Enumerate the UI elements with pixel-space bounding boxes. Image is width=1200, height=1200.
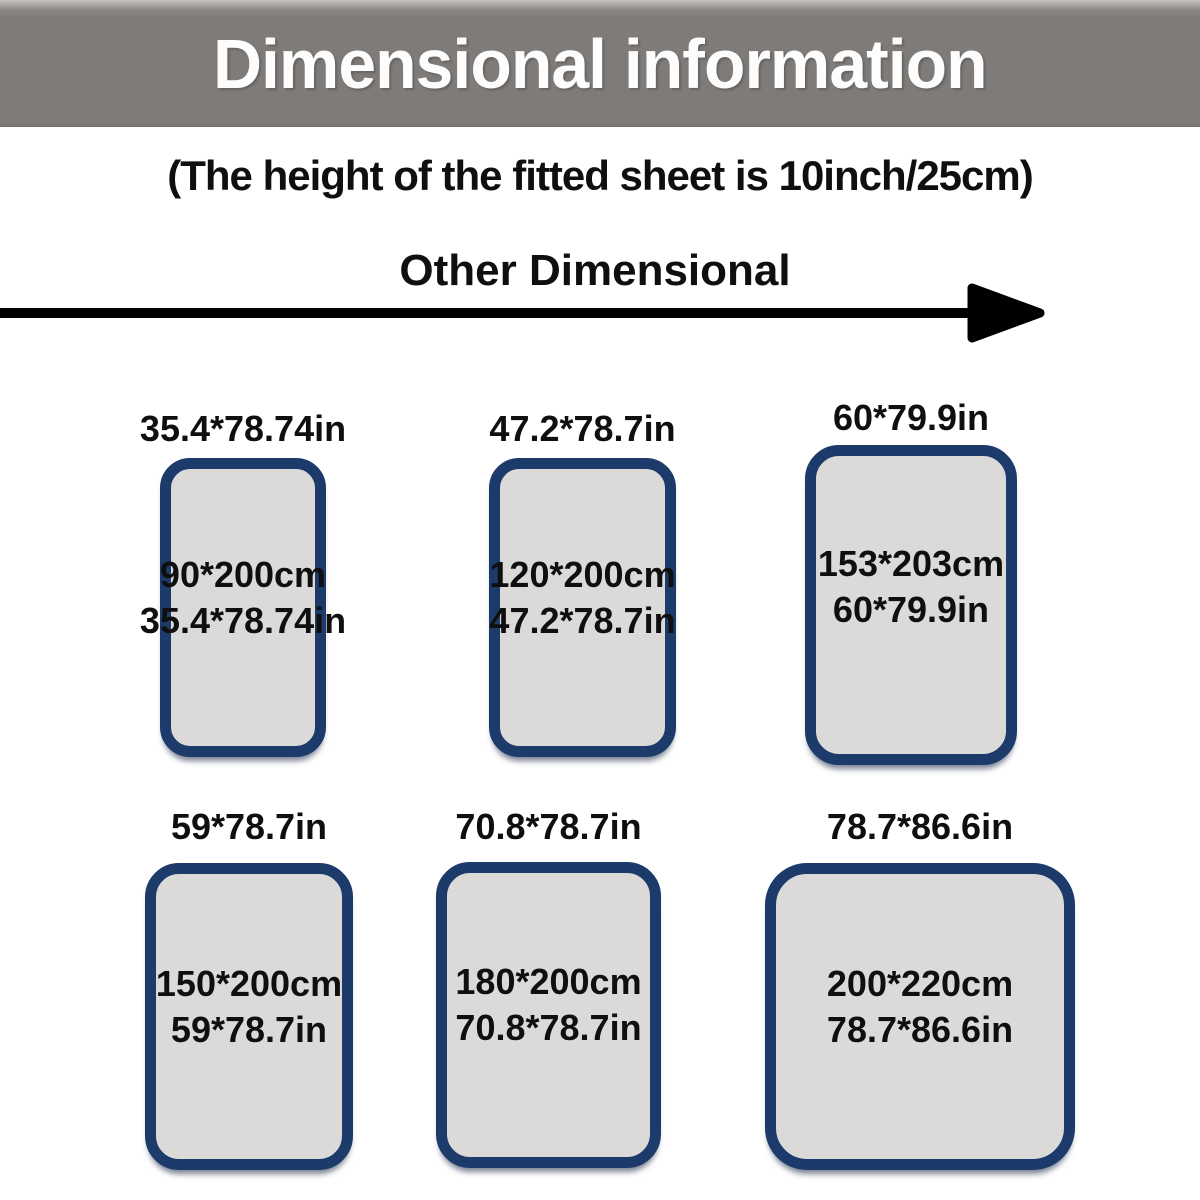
fitted-sheet-height-note: (The height of the fitted sheet is 10inc… [167,152,1033,199]
page-title: Dimensional information [213,24,988,103]
sheet-size-153x203: 60*79.9in 153*203cm 60*79.9in [805,396,1017,765]
size-label: 47.2*78.7in [489,408,676,449]
size-label: 78.7*86.6in [826,806,1014,847]
sheet-rect: 120*200cm 47.2*78.7in [489,458,676,757]
size-label: 59*78.7in [170,806,328,847]
sheet-dimensions: 150*200cm 59*78.7in [156,961,342,1053]
sheet-size-180x200: 70.8*78.7in 180*200cm 70.8*78.7in [436,805,661,1168]
sheet-dimensions: 153*203cm 60*79.9in [818,541,1004,633]
sheet-size-120x200: 47.2*78.7in 120*200cm 47.2*78.7in [489,407,676,757]
sheet-size-90x200: 35.4*78.74in 90*200cm 35.4*78.74in [140,407,346,757]
section-heading: Other Dimensional [399,246,791,295]
sheet-dimensions: 120*200cm 47.2*78.7in [489,552,675,644]
sheet-dimensions: 180*200cm 70.8*78.7in [455,959,641,1051]
size-cm: 150*200cm [155,962,343,1004]
sheet-rect: 153*203cm 60*79.9in [805,445,1017,765]
size-inch: 47.2*78.7in [489,599,676,641]
size-inch: 35.4*78.74in [139,599,347,641]
sheet-dimensions: 200*220cm 78.7*86.6in [827,961,1013,1053]
sheet-size-200x220: 78.7*86.6in 200*220cm 78.7*86.6in [765,805,1075,1170]
sheet-rect: 150*200cm 59*78.7in [145,863,353,1170]
header-banner: Dimensional information [0,0,1200,127]
sheet-dimensions: 90*200cm 35.4*78.74in [140,552,346,644]
size-cm: 200*220cm [826,962,1014,1004]
size-inch: 78.7*86.6in [826,1008,1014,1050]
sheet-rect: 180*200cm 70.8*78.7in [436,862,661,1168]
size-inch: 59*78.7in [170,1008,328,1050]
sheet-size-150x200: 59*78.7in 150*200cm 59*78.7in [145,805,353,1170]
right-arrow-icon [0,283,1045,343]
size-inch: 70.8*78.7in [455,1007,642,1048]
sheet-rect: 200*220cm 78.7*86.6in [765,863,1075,1170]
size-label: 60*79.9in [832,397,990,438]
size-inch: 60*79.9in [832,589,990,630]
size-label: 70.8*78.7in [455,806,642,847]
size-cm: 120*200cm [489,553,676,595]
size-cm: 180*200cm [455,961,642,1002]
sheet-rect: 90*200cm 35.4*78.74in [140,458,346,757]
size-cm: 153*203cm [817,543,1005,584]
size-label: 35.4*78.74in [139,408,347,449]
size-cm: 90*200cm [159,553,327,595]
